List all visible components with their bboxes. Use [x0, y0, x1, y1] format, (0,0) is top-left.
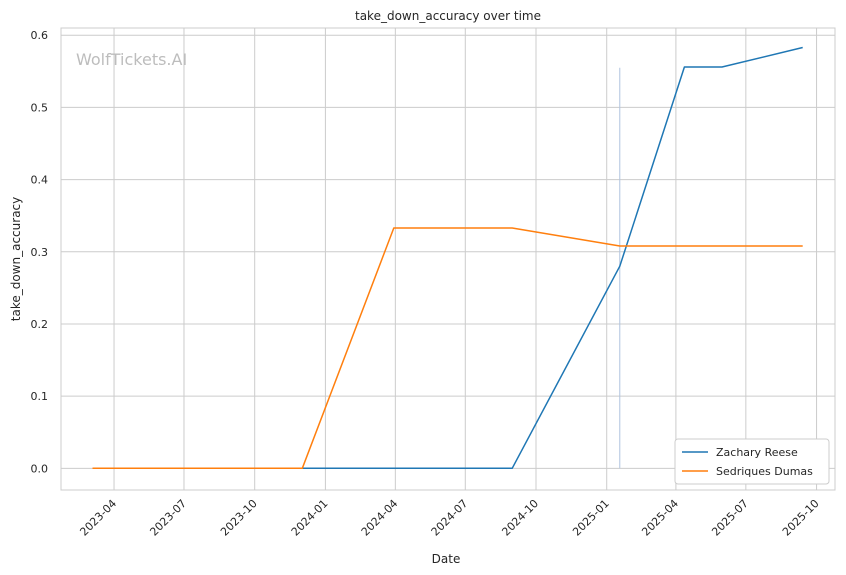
plot-area: [60, 27, 836, 491]
x-tick-label: 2024-07: [429, 497, 471, 539]
x-tick-label: 2023-07: [147, 497, 189, 539]
x-tick-label: 2025-07: [709, 497, 751, 539]
series-lines: [92, 46, 803, 470]
x-tick-label: 2023-04: [77, 497, 119, 539]
watermark: WolfTickets.AI: [76, 50, 187, 69]
x-tick-label: 2023-10: [218, 497, 260, 539]
x-tick-label: 2024-10: [499, 497, 541, 539]
legend: Zachary Reese Sedriques Dumas: [674, 438, 830, 485]
legend-box: [674, 438, 830, 485]
legend-label-sedriques-dumas: Sedriques Dumas: [716, 465, 813, 478]
x-axis-ticks: 2023-04 2023-07 2023-10 2024-01 2024-04 2024-…: [77, 497, 821, 539]
series-line-zachary-reese: [302, 46, 803, 470]
series-line-sedriques-dumas: [92, 227, 803, 470]
legend-label-zachary-reese: Zachary Reese: [716, 446, 798, 459]
chart-title: take_down_accuracy over time: [355, 9, 541, 23]
x-tick-label: 2025-01: [570, 497, 612, 539]
x-tick-label: 2025-04: [639, 497, 681, 539]
y-tick-label: 0.3: [31, 246, 49, 259]
x-tick-label: 2024-04: [359, 497, 401, 539]
y-tick-label: 0.4: [31, 174, 49, 187]
y-tick-label: 0.0: [31, 462, 49, 475]
y-axis-ticks: 0.0 0.1 0.2 0.3 0.4 0.5 0.6: [31, 29, 49, 475]
y-tick-label: 0.1: [31, 390, 49, 403]
x-axis-label: Date: [432, 552, 461, 566]
y-tick-label: 0.2: [31, 318, 49, 331]
x-tick-label: 2024-01: [289, 497, 331, 539]
x-tick-label: 2025-10: [780, 497, 822, 539]
y-tick-label: 0.5: [31, 101, 49, 114]
y-axis-label: take_down_accuracy: [9, 197, 23, 321]
y-tick-label: 0.6: [31, 29, 49, 42]
